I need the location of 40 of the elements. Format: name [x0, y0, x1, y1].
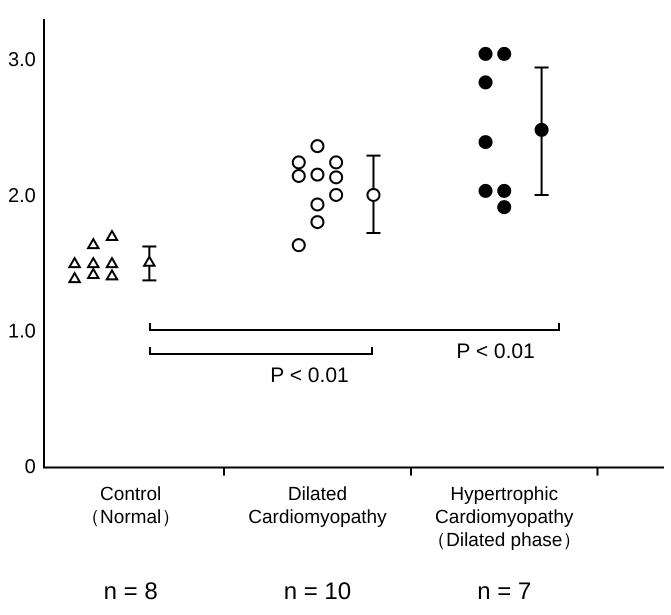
- point: [534, 122, 549, 137]
- point: [497, 200, 512, 214]
- point: [329, 188, 344, 202]
- point: [478, 46, 493, 61]
- point: [329, 170, 344, 184]
- annotation: P < 0.01: [270, 364, 349, 388]
- point: [478, 135, 493, 150]
- point: [310, 215, 324, 230]
- point: [143, 256, 156, 267]
- point: [310, 197, 324, 212]
- point: [478, 75, 493, 90]
- point: [292, 155, 306, 170]
- point: [106, 230, 118, 242]
- point: [366, 188, 380, 202]
- point: [497, 184, 512, 198]
- point: [310, 139, 324, 154]
- text: n = 8: [104, 578, 158, 606]
- x-tick-label: Dilated Cardiomyopathy: [248, 484, 388, 528]
- annotation: P < 0.01: [456, 340, 535, 364]
- point: [106, 257, 118, 268]
- y-tick-label: 1.0: [8, 320, 36, 342]
- point: [329, 155, 344, 170]
- point: [68, 257, 81, 268]
- text: n = 10: [284, 578, 352, 606]
- x-tick-label: Hypertrophic Cardiomyopathy （Dilated phase）: [427, 484, 582, 551]
- y-tick-label: 0: [24, 456, 36, 478]
- point: [310, 168, 324, 182]
- y-tick-label: 2.0: [8, 184, 36, 207]
- point: [497, 46, 512, 61]
- text: n = 7: [477, 578, 532, 606]
- point: [87, 238, 100, 250]
- point: [292, 238, 306, 252]
- point: [87, 257, 100, 268]
- point: [106, 269, 118, 280]
- point: [68, 272, 81, 284]
- point: [478, 184, 493, 198]
- point: [87, 268, 100, 279]
- x-tick-label: Control （Normal）: [81, 484, 180, 528]
- y-tick-label: 3.0: [8, 49, 36, 72]
- point: [292, 168, 306, 183]
